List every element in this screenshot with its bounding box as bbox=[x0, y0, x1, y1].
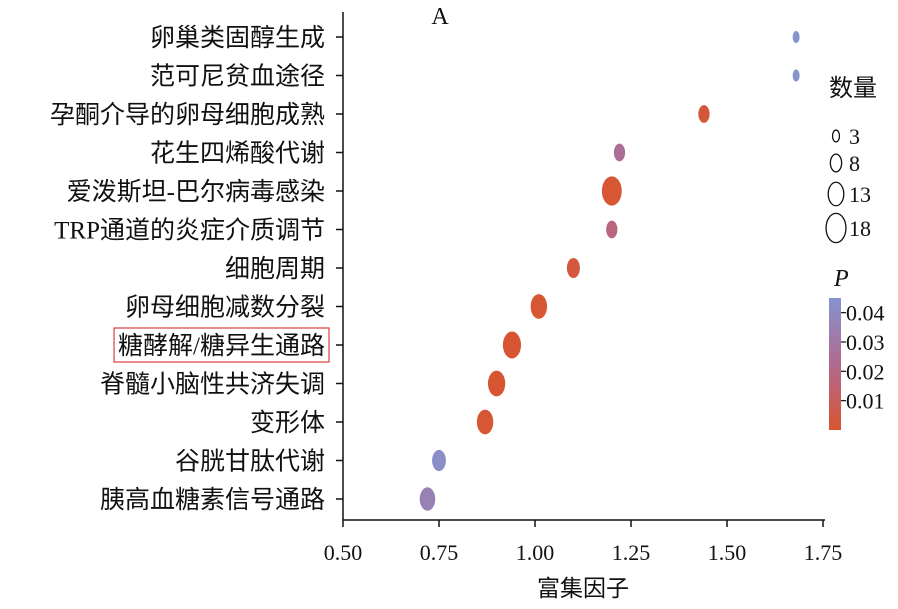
data-point bbox=[502, 331, 522, 359]
category-label: TRP通道的炎症介质调节 bbox=[54, 217, 325, 245]
size-legend-title: 数量 bbox=[829, 75, 877, 102]
category-label: 花生四烯酸代谢 bbox=[150, 140, 325, 168]
color-legend: P 0.04 0.03 0.02 0.01 bbox=[829, 266, 885, 430]
data-point bbox=[476, 409, 494, 435]
data-point bbox=[792, 69, 800, 82]
size-legend: 数量 38 13 18 bbox=[825, 75, 877, 244]
color-legend-tick-label: 0.01 bbox=[846, 389, 885, 414]
x-tick-label: 1.75 bbox=[804, 540, 843, 565]
data-point bbox=[419, 487, 436, 511]
size-legend-label: 13 bbox=[849, 182, 871, 207]
data-point bbox=[613, 143, 626, 162]
category-label: 卵母细胞减数分裂 bbox=[125, 294, 325, 322]
data-points bbox=[419, 31, 800, 511]
category-label: 爱泼斯坦-巴尔病毒感染 bbox=[67, 178, 325, 206]
color-legend-tick-label: 0.04 bbox=[846, 301, 885, 326]
panel-label: A bbox=[431, 4, 449, 30]
category-label: 胰高血糖素信号通路 bbox=[100, 486, 325, 514]
data-point bbox=[487, 370, 506, 397]
data-point bbox=[606, 220, 618, 239]
highlight-box bbox=[113, 327, 330, 363]
category-label: 变形体 bbox=[250, 409, 325, 437]
data-point bbox=[698, 105, 710, 123]
category-labels: 卵巢类固醇生成范可尼贫血途径孕酮介导的卵母细胞成熟花生四烯酸代谢爱泼斯坦-巴尔病… bbox=[50, 24, 330, 514]
size-legend-symbol bbox=[831, 129, 841, 143]
color-legend-tick-label: 0.02 bbox=[846, 359, 885, 384]
x-tick-label: 1.50 bbox=[708, 540, 747, 565]
data-point bbox=[601, 176, 622, 206]
data-point bbox=[530, 294, 548, 319]
x-tick-label: 1.00 bbox=[516, 540, 555, 565]
category-label: 细胞周期 bbox=[225, 255, 325, 283]
x-tick-label: 0.75 bbox=[420, 540, 459, 565]
data-point bbox=[432, 449, 446, 472]
size-legend-label: 8 bbox=[849, 151, 860, 176]
size-legend-symbol bbox=[827, 181, 845, 207]
category-label: 孕酮介导的卵母细胞成熟 bbox=[50, 101, 325, 129]
category-label: 卵巢类固醇生成 bbox=[150, 24, 325, 52]
x-axis-title: 富集因子 bbox=[537, 576, 629, 601]
color-legend-ticks: 0.04 0.03 0.02 0.01 bbox=[841, 301, 885, 414]
data-point bbox=[566, 258, 580, 278]
x-tick-label: 1.25 bbox=[612, 540, 651, 565]
color-legend-gradient-bar bbox=[829, 298, 841, 430]
axes: 0.50 0.75 1.00 1.25 1.50 1.75 bbox=[324, 12, 843, 565]
size-legend-symbol bbox=[829, 153, 843, 173]
category-label: 脊髓小脑性共济失调 bbox=[100, 371, 325, 399]
color-legend-tick-label: 0.03 bbox=[846, 330, 885, 355]
category-label: 范可尼贫血途径 bbox=[150, 63, 325, 91]
x-tick-label: 0.50 bbox=[324, 540, 363, 565]
data-point bbox=[792, 31, 800, 43]
category-label: 糖酵解/糖异生通路 bbox=[118, 332, 325, 360]
size-legend-label: 18 bbox=[849, 216, 871, 241]
size-legend-label: 3 bbox=[849, 124, 860, 149]
category-label: 谷胱甘肽代谢 bbox=[175, 448, 325, 476]
color-legend-title: P bbox=[833, 266, 849, 292]
size-legend-symbol bbox=[825, 212, 847, 244]
size-legend-items: 38 13 18 bbox=[825, 124, 871, 244]
